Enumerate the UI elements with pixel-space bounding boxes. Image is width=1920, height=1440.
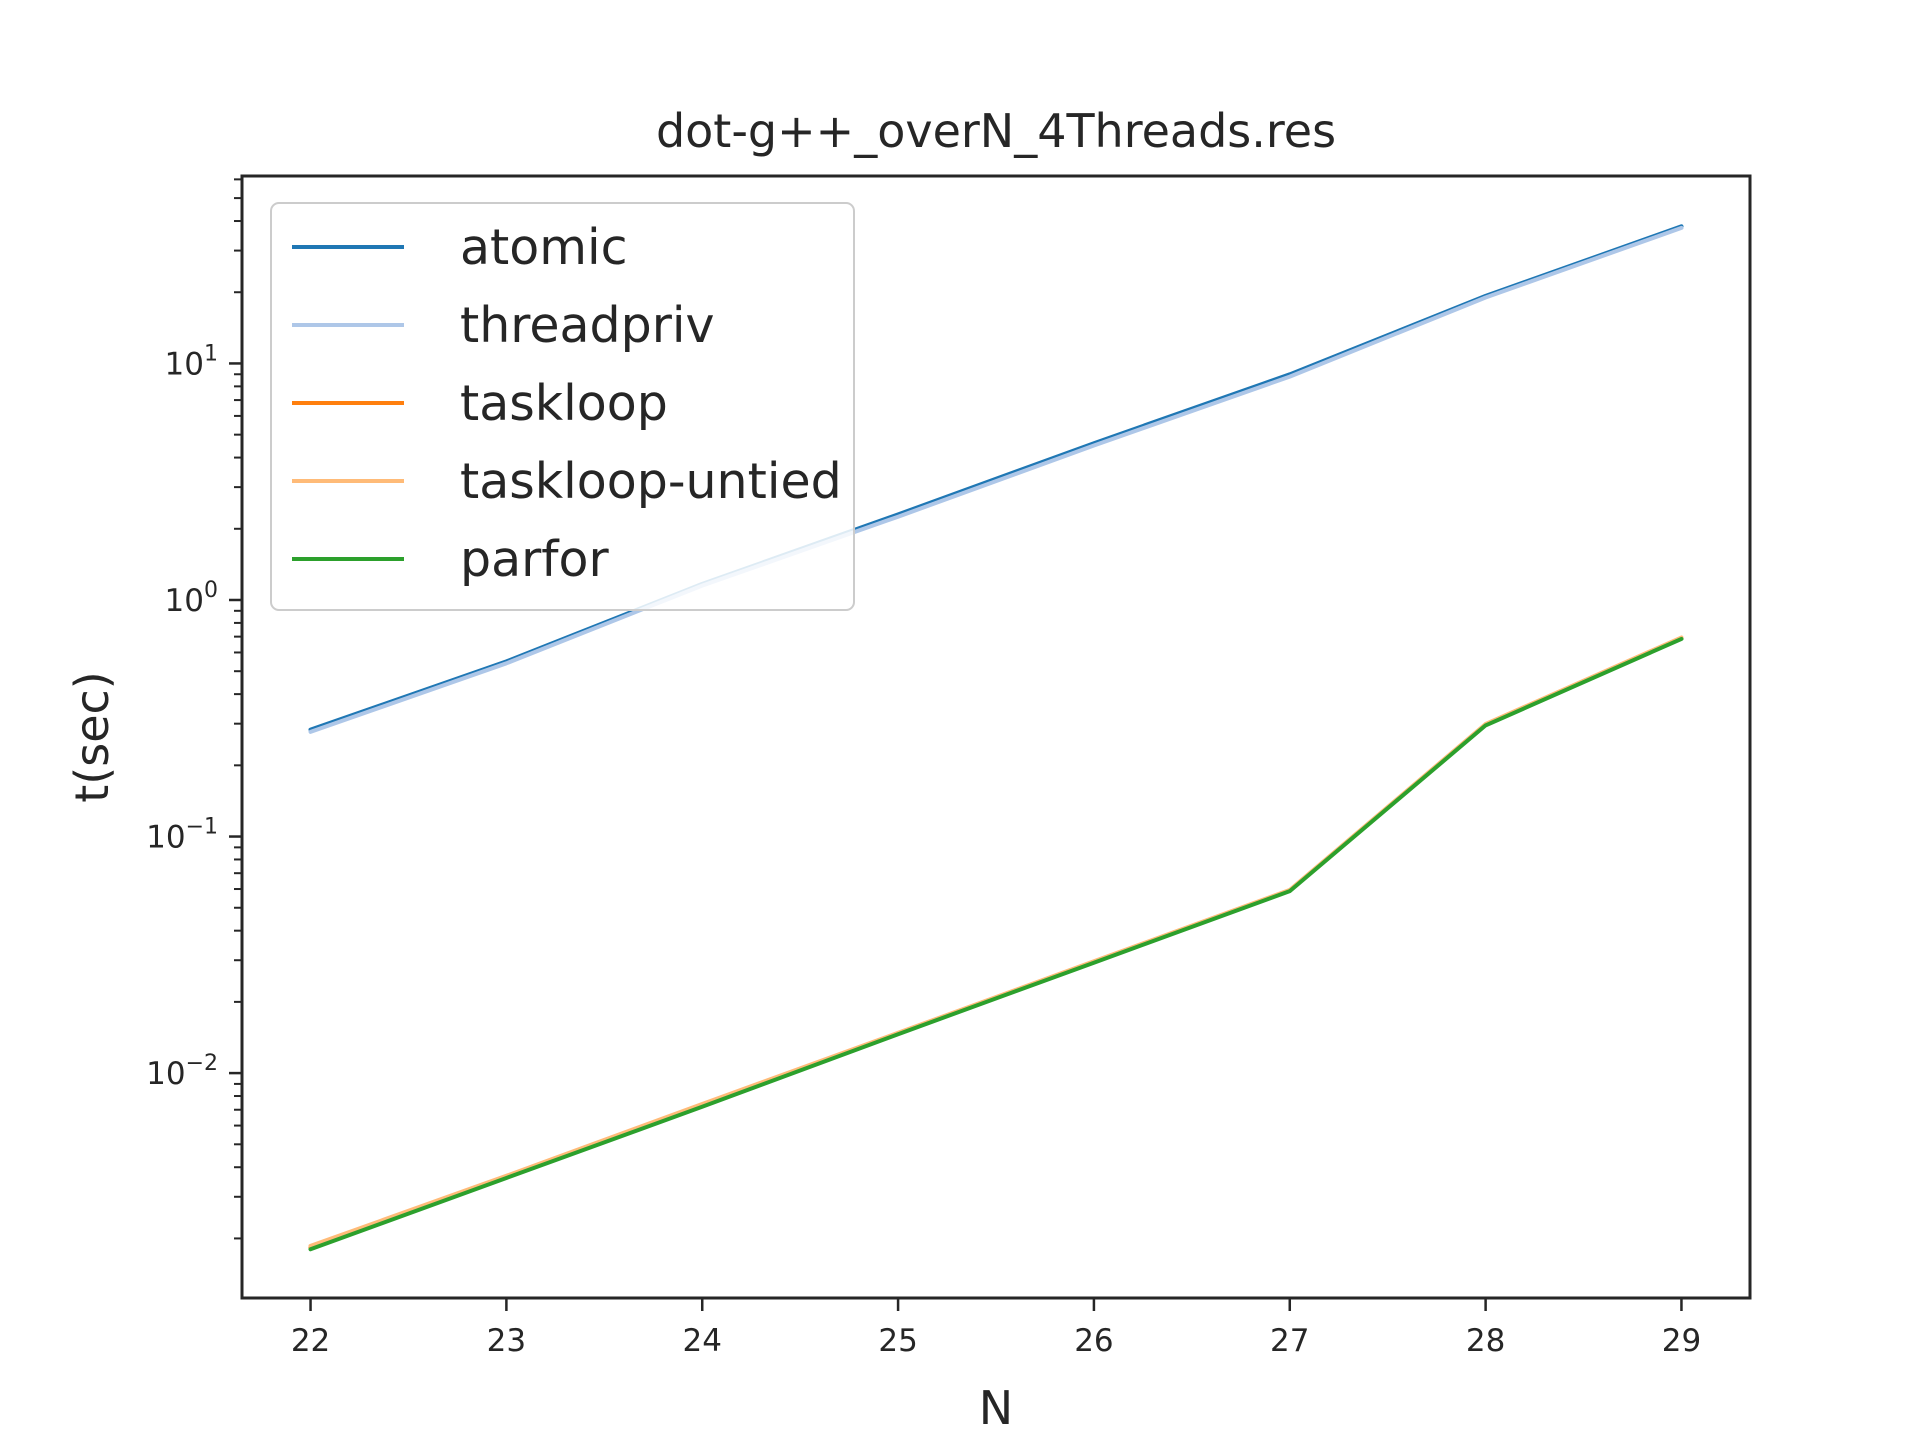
x-tick-label: 29 <box>1662 1323 1701 1359</box>
x-tick-label: 28 <box>1466 1323 1505 1359</box>
y-tick-label-base: 10 <box>165 583 204 619</box>
y-tick-label: 10−1 <box>146 815 218 856</box>
series-line-threadpriv <box>308 225 1684 734</box>
legend: atomic threadpriv taskloop taskloop-untied p… <box>270 202 855 611</box>
plot-area-frame <box>240 174 1752 1300</box>
y-tick-label-exponent: 1 <box>204 341 218 366</box>
y-tick-label: 10−2 <box>146 1051 218 1092</box>
x-tick-label: 26 <box>1074 1323 1113 1359</box>
x-tick-label: 24 <box>683 1323 722 1359</box>
y-tick-label-exponent: 0 <box>204 578 218 603</box>
chart-title: dot-g++_overN_4Threads.res <box>656 104 1336 158</box>
legend-label-atomic: atomic <box>460 219 628 276</box>
legend-label-taskloop: taskloop <box>460 375 668 432</box>
x-tick-label: 27 <box>1270 1323 1309 1359</box>
x-axis-ticks: 22 23 24 25 26 27 28 29 <box>291 1298 1701 1359</box>
x-tick-label: 23 <box>487 1323 526 1359</box>
y-tick-label-base: 10 <box>165 346 204 382</box>
x-axis-label: N <box>979 1381 1013 1435</box>
x-tick-label: 22 <box>291 1323 330 1359</box>
y-tick-label-base: 10 <box>146 820 185 856</box>
legend-label-taskloop-untied: taskloop-untied <box>460 453 842 510</box>
x-tick-label: 25 <box>878 1323 917 1359</box>
y-tick-label: 100 <box>165 578 218 619</box>
y-tick-label-exponent: −2 <box>186 1051 218 1076</box>
y-axis-label: t(sec) <box>65 671 119 803</box>
y-tick-label: 101 <box>165 341 218 382</box>
legend-label-parfor: parfor <box>460 531 610 588</box>
y-tick-label-base: 10 <box>146 1056 185 1092</box>
legend-label-threadpriv: threadpriv <box>460 297 714 354</box>
legend-frame <box>270 202 855 611</box>
plot-lines <box>308 224 1684 1252</box>
series-line-parfor <box>308 636 1684 1252</box>
y-tick-label-exponent: −1 <box>186 815 218 840</box>
